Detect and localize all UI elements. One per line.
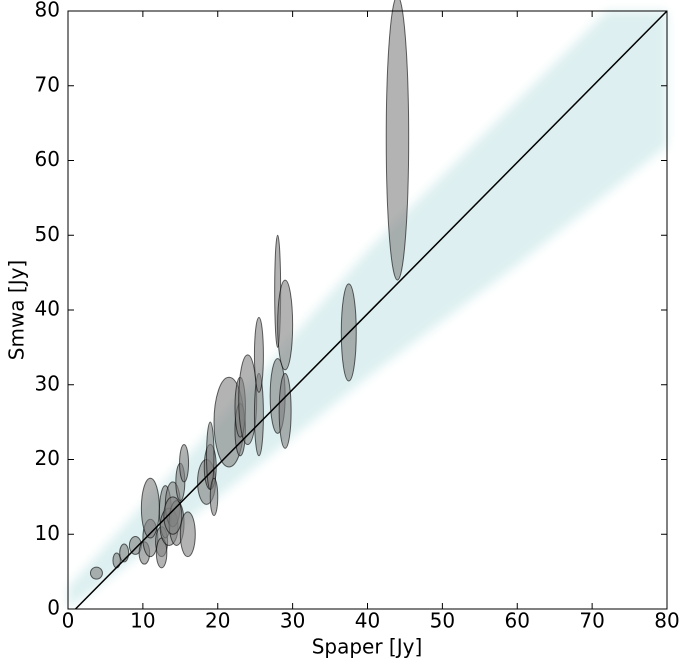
y-tick-label: 80 <box>35 0 60 22</box>
reference-line <box>74 10 668 610</box>
error-ellipse <box>253 316 264 393</box>
y-tick-label: 0 <box>47 596 60 620</box>
error-ellipse <box>209 477 219 517</box>
error-ellipse <box>278 373 292 449</box>
y-tick-label: 60 <box>35 147 60 171</box>
x-tick-label: 80 <box>654 609 679 633</box>
y-tick-label: 40 <box>35 297 60 321</box>
error-ellipse <box>179 444 190 483</box>
y-tick-label: 30 <box>35 371 60 395</box>
y-tick-label: 10 <box>35 521 60 545</box>
x-tick-label: 0 <box>62 609 75 633</box>
x-tick-label: 10 <box>130 609 155 633</box>
y-tick-label: 50 <box>35 222 60 246</box>
error-ellipse <box>140 477 160 539</box>
error-ellipse <box>277 279 294 371</box>
y-tick-label: 20 <box>35 446 60 470</box>
error-ellipse <box>179 511 196 558</box>
x-tick-label: 40 <box>355 609 380 633</box>
x-axis-label: Spaper [Jy] <box>312 635 423 659</box>
x-tick-label: 50 <box>430 609 455 633</box>
y-axis-label: Smwa [Jy] <box>5 260 29 361</box>
x-tick-label: 20 <box>205 609 230 633</box>
simulation-cloud <box>68 11 667 609</box>
y-tick-label: 70 <box>35 72 60 96</box>
error-ellipse <box>163 496 183 535</box>
x-tick-label: 30 <box>280 609 305 633</box>
error-ellipse <box>385 0 410 281</box>
x-tick-label: 60 <box>505 609 530 633</box>
error-ellipse <box>238 354 258 446</box>
x-tick-label: 70 <box>579 609 604 633</box>
error-ellipse <box>89 566 103 580</box>
